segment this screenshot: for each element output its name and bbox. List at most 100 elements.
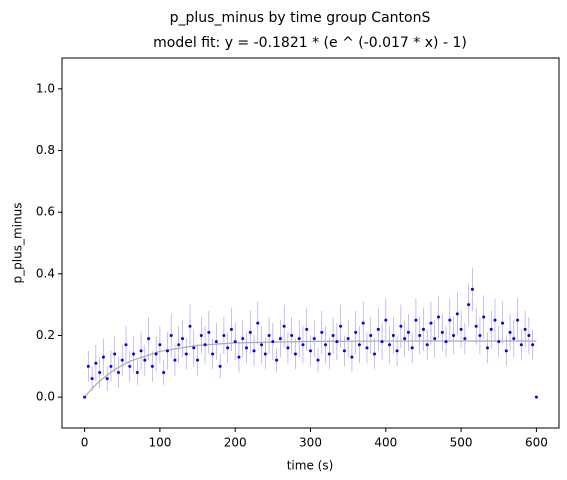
data-point [256,321,260,325]
y-tick-label: 0.2 [36,328,55,342]
data-point [101,355,105,359]
data-point [455,312,459,316]
data-point [188,324,192,328]
data-point [214,340,218,344]
data-point [222,334,226,337]
data-point [376,327,380,331]
x-tick-label: 0 [81,436,89,450]
y-tick-label: 0.6 [36,205,55,219]
data-point [169,334,173,337]
data-point [531,343,535,347]
y-tick-label: 0.0 [36,390,55,404]
data-point [395,349,399,353]
data-point [418,334,422,337]
data-point [83,395,87,399]
x-tick-label: 100 [148,436,171,450]
data-point [113,352,117,356]
data-point [248,330,252,334]
data-point [369,334,373,337]
data-point [523,327,527,331]
data-point [320,330,324,334]
data-point [331,334,335,337]
data-point [282,324,286,328]
data-point [429,321,433,325]
data-point [478,334,482,337]
data-point [346,337,350,341]
data-point [192,346,196,350]
data-point [271,340,275,344]
data-point [361,321,365,325]
data-point [309,349,312,353]
data-point [124,343,128,347]
data-point [286,346,290,350]
data-point [501,321,505,325]
data-point [489,327,493,331]
data-point [414,318,418,322]
data-point [474,324,478,328]
data-point [493,318,497,322]
data-point [410,346,414,350]
data-point [365,346,369,350]
data-point [226,346,230,350]
data-point [467,303,471,307]
data-point [116,371,120,374]
data-point [403,337,407,341]
data-point [388,343,392,347]
data-point [444,340,448,344]
data-point [177,343,181,347]
data-point [237,355,241,359]
data-point [218,364,222,368]
data-point [327,352,331,356]
data-point [184,352,188,356]
data-point [162,371,166,374]
data-point [196,358,200,362]
data-point [180,337,184,341]
y-tick-label: 0.4 [36,266,55,280]
data-point [350,355,354,359]
data-point [448,318,452,322]
fit-line [84,340,537,398]
x-axis-label: time (s) [287,459,334,473]
data-point [263,352,267,356]
data-point [527,334,531,337]
data-point [463,337,467,341]
data-point [132,352,136,356]
data-point [297,337,301,341]
data-point [275,358,279,362]
data-point [357,343,361,347]
data-point [354,330,358,334]
data-point [173,358,177,362]
data-point [316,358,320,362]
chart-subtitle: model fit: y = -0.1821 * (e ^ (-0.017 * … [153,35,467,51]
data-point [482,315,486,319]
data-point [497,340,501,344]
data-point [229,327,233,331]
data-point [135,371,139,374]
data-point [534,395,538,399]
x-tick-label: 500 [450,436,473,450]
data-point [143,358,147,362]
data-point [425,343,429,347]
x-tick-label: 200 [224,436,247,450]
data-point [437,315,441,319]
data-point [516,318,520,322]
data-point [342,349,346,353]
data-point [384,318,388,322]
data-point [433,337,437,341]
data-point [90,377,94,381]
data-point [421,327,425,331]
data-point [452,334,456,337]
y-axis-label: p_plus_minus [11,203,25,284]
data-point [128,364,132,368]
x-tick-label: 600 [525,436,548,450]
data-point [120,358,124,362]
data-point [519,343,523,347]
x-tick-label: 300 [299,436,322,450]
data-point [233,340,237,344]
data-point [260,343,264,347]
data-point [147,337,151,341]
data-point [324,343,328,347]
data-point [241,337,245,341]
data-point [380,340,384,344]
